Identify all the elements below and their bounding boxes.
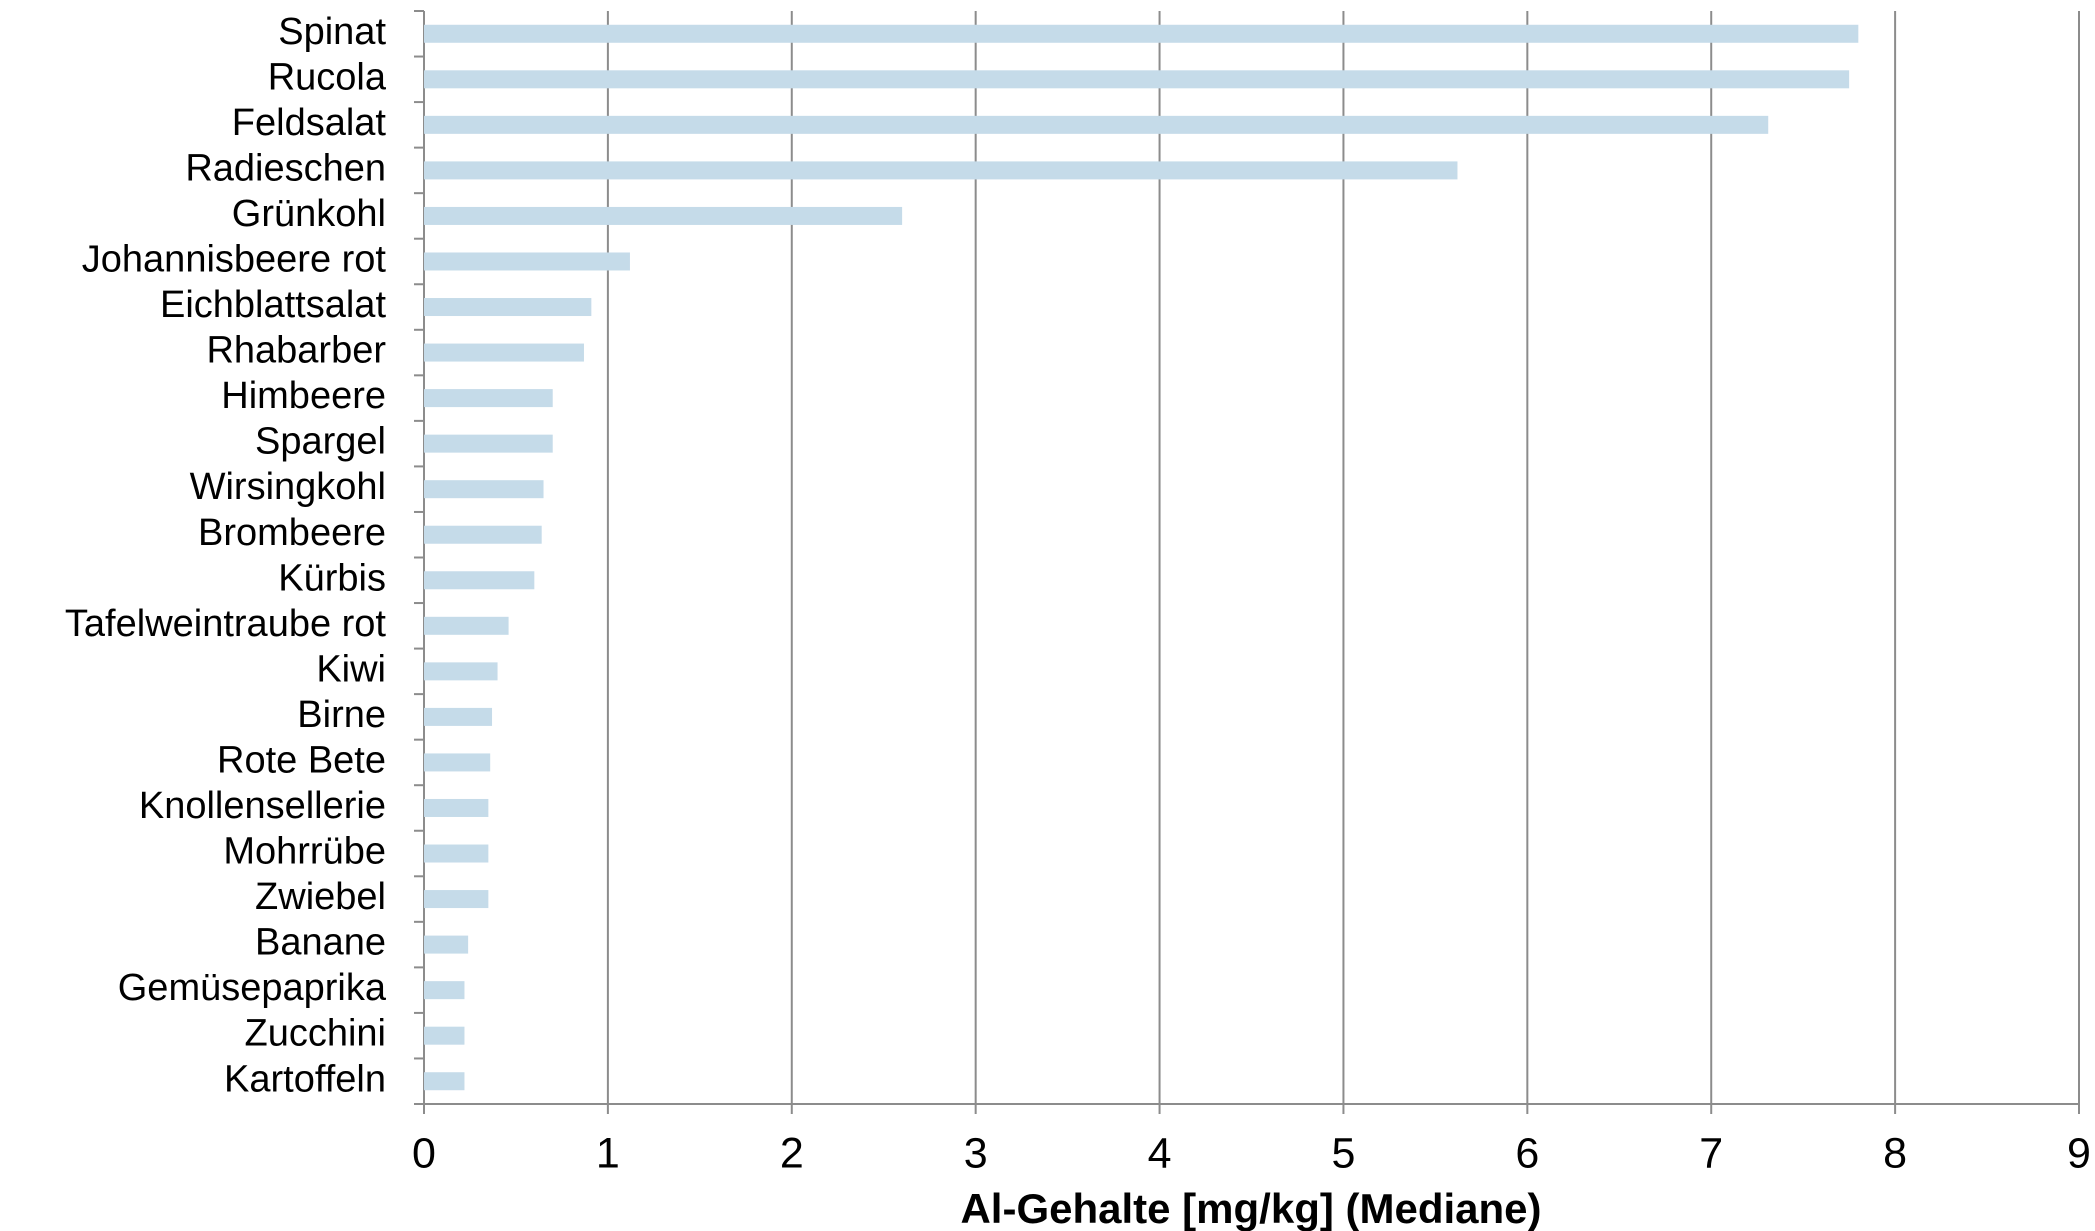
bar <box>424 389 553 408</box>
y-tick-label: Spinat <box>278 11 386 53</box>
y-tick-label: Banane <box>255 922 386 964</box>
x-tick-label: 8 <box>1883 1129 1907 1177</box>
x-tick-label: 6 <box>1515 1129 1539 1177</box>
y-tick-label: Rhabarber <box>206 330 386 372</box>
bar <box>424 844 489 863</box>
x-tick-label: 1 <box>596 1129 620 1177</box>
bar <box>424 206 903 225</box>
bar <box>424 343 584 362</box>
bar <box>424 798 489 817</box>
bar <box>424 252 630 271</box>
y-tick-label: Grünkohl <box>232 193 386 235</box>
y-tick-label: Himbeere <box>221 375 386 417</box>
bar <box>424 434 553 453</box>
bar <box>424 1072 465 1091</box>
bar <box>424 707 493 726</box>
x-tick-label: 3 <box>964 1129 988 1177</box>
bar <box>424 662 498 681</box>
bar <box>424 890 489 909</box>
y-tick-label: Kürbis <box>278 557 386 599</box>
x-axis-title: Al-Gehalte [mg/kg] (Mediane) <box>960 1185 1541 1231</box>
bar <box>424 161 1458 180</box>
y-tick-label: Rucola <box>268 56 387 98</box>
bar <box>424 935 469 954</box>
y-tick-label: Kiwi <box>316 648 386 690</box>
y-tick-label: Mohrrübe <box>223 831 386 873</box>
bar <box>424 981 465 1000</box>
y-tick-label: Feldsalat <box>232 102 387 144</box>
y-tick-label: Wirsingkohl <box>190 466 386 508</box>
bar <box>424 70 1850 89</box>
y-tick-label: Zwiebel <box>255 876 386 918</box>
y-tick-label: Brombeere <box>198 512 386 554</box>
y-tick-label: Eichblattsalat <box>160 284 386 326</box>
x-tick-label: 7 <box>1699 1129 1723 1177</box>
y-tick-label: Spargel <box>255 421 386 463</box>
bar <box>424 525 542 544</box>
y-tick-label: Zucchini <box>245 1013 387 1055</box>
x-tick-label: 0 <box>412 1129 436 1177</box>
y-tick-label: Kartoffeln <box>224 1058 386 1100</box>
bar <box>424 616 509 635</box>
bar <box>424 24 1859 43</box>
bar <box>424 571 535 590</box>
bar <box>424 753 491 772</box>
x-tick-label: 9 <box>2067 1129 2091 1177</box>
y-tick-label: Birne <box>297 694 386 736</box>
x-tick-label: 4 <box>1148 1129 1172 1177</box>
bar <box>424 115 1769 134</box>
x-tick-label: 2 <box>780 1129 804 1177</box>
bar <box>424 480 544 499</box>
bar <box>424 1026 465 1045</box>
y-tick-label: Tafelweintraube rot <box>65 603 387 645</box>
y-tick-label: Knollensellerie <box>139 785 386 827</box>
y-tick-label: Gemüsepaprika <box>118 967 387 1009</box>
y-tick-label: Radieschen <box>185 147 386 189</box>
bar <box>424 298 592 317</box>
y-tick-label: Johannisbeere rot <box>82 239 387 281</box>
x-tick-label: 5 <box>1331 1129 1355 1177</box>
y-tick-label: Rote Bete <box>217 739 386 781</box>
